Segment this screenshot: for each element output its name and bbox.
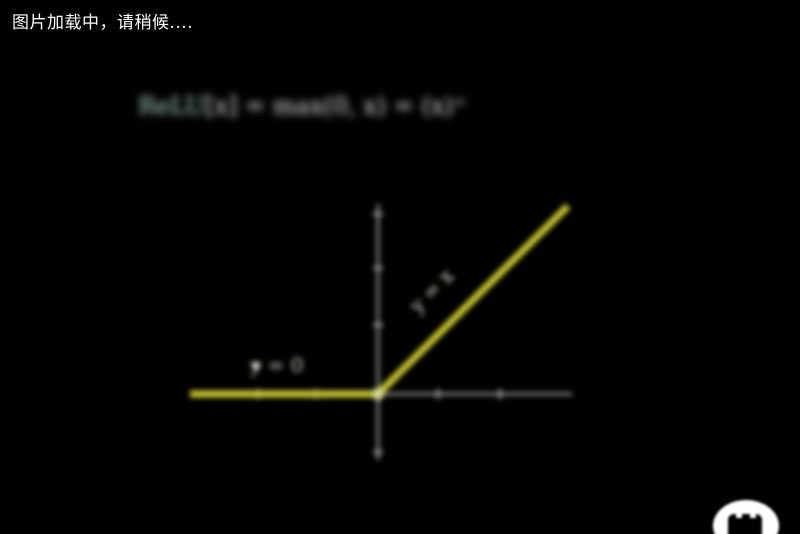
chat-bubble-icon[interactable] bbox=[706, 492, 784, 534]
relu-formula: ReLU[x] = max(0, x) = (x)⁺ bbox=[138, 92, 618, 132]
left-label: y = 0 bbox=[249, 353, 304, 377]
relu-right-segment bbox=[375, 203, 571, 397]
formula-function-name: ReLU bbox=[138, 92, 206, 120]
formula-expression: [x] = max(0, x) = (x)⁺ bbox=[205, 92, 467, 120]
origin-dot bbox=[372, 388, 384, 400]
loading-status-text: 图片加载中，请稍候.... bbox=[12, 13, 194, 33]
right-label: y = x bbox=[404, 263, 459, 318]
relu-plot: y = 0 y = x bbox=[190, 203, 572, 460]
left-label-dot bbox=[252, 362, 260, 370]
